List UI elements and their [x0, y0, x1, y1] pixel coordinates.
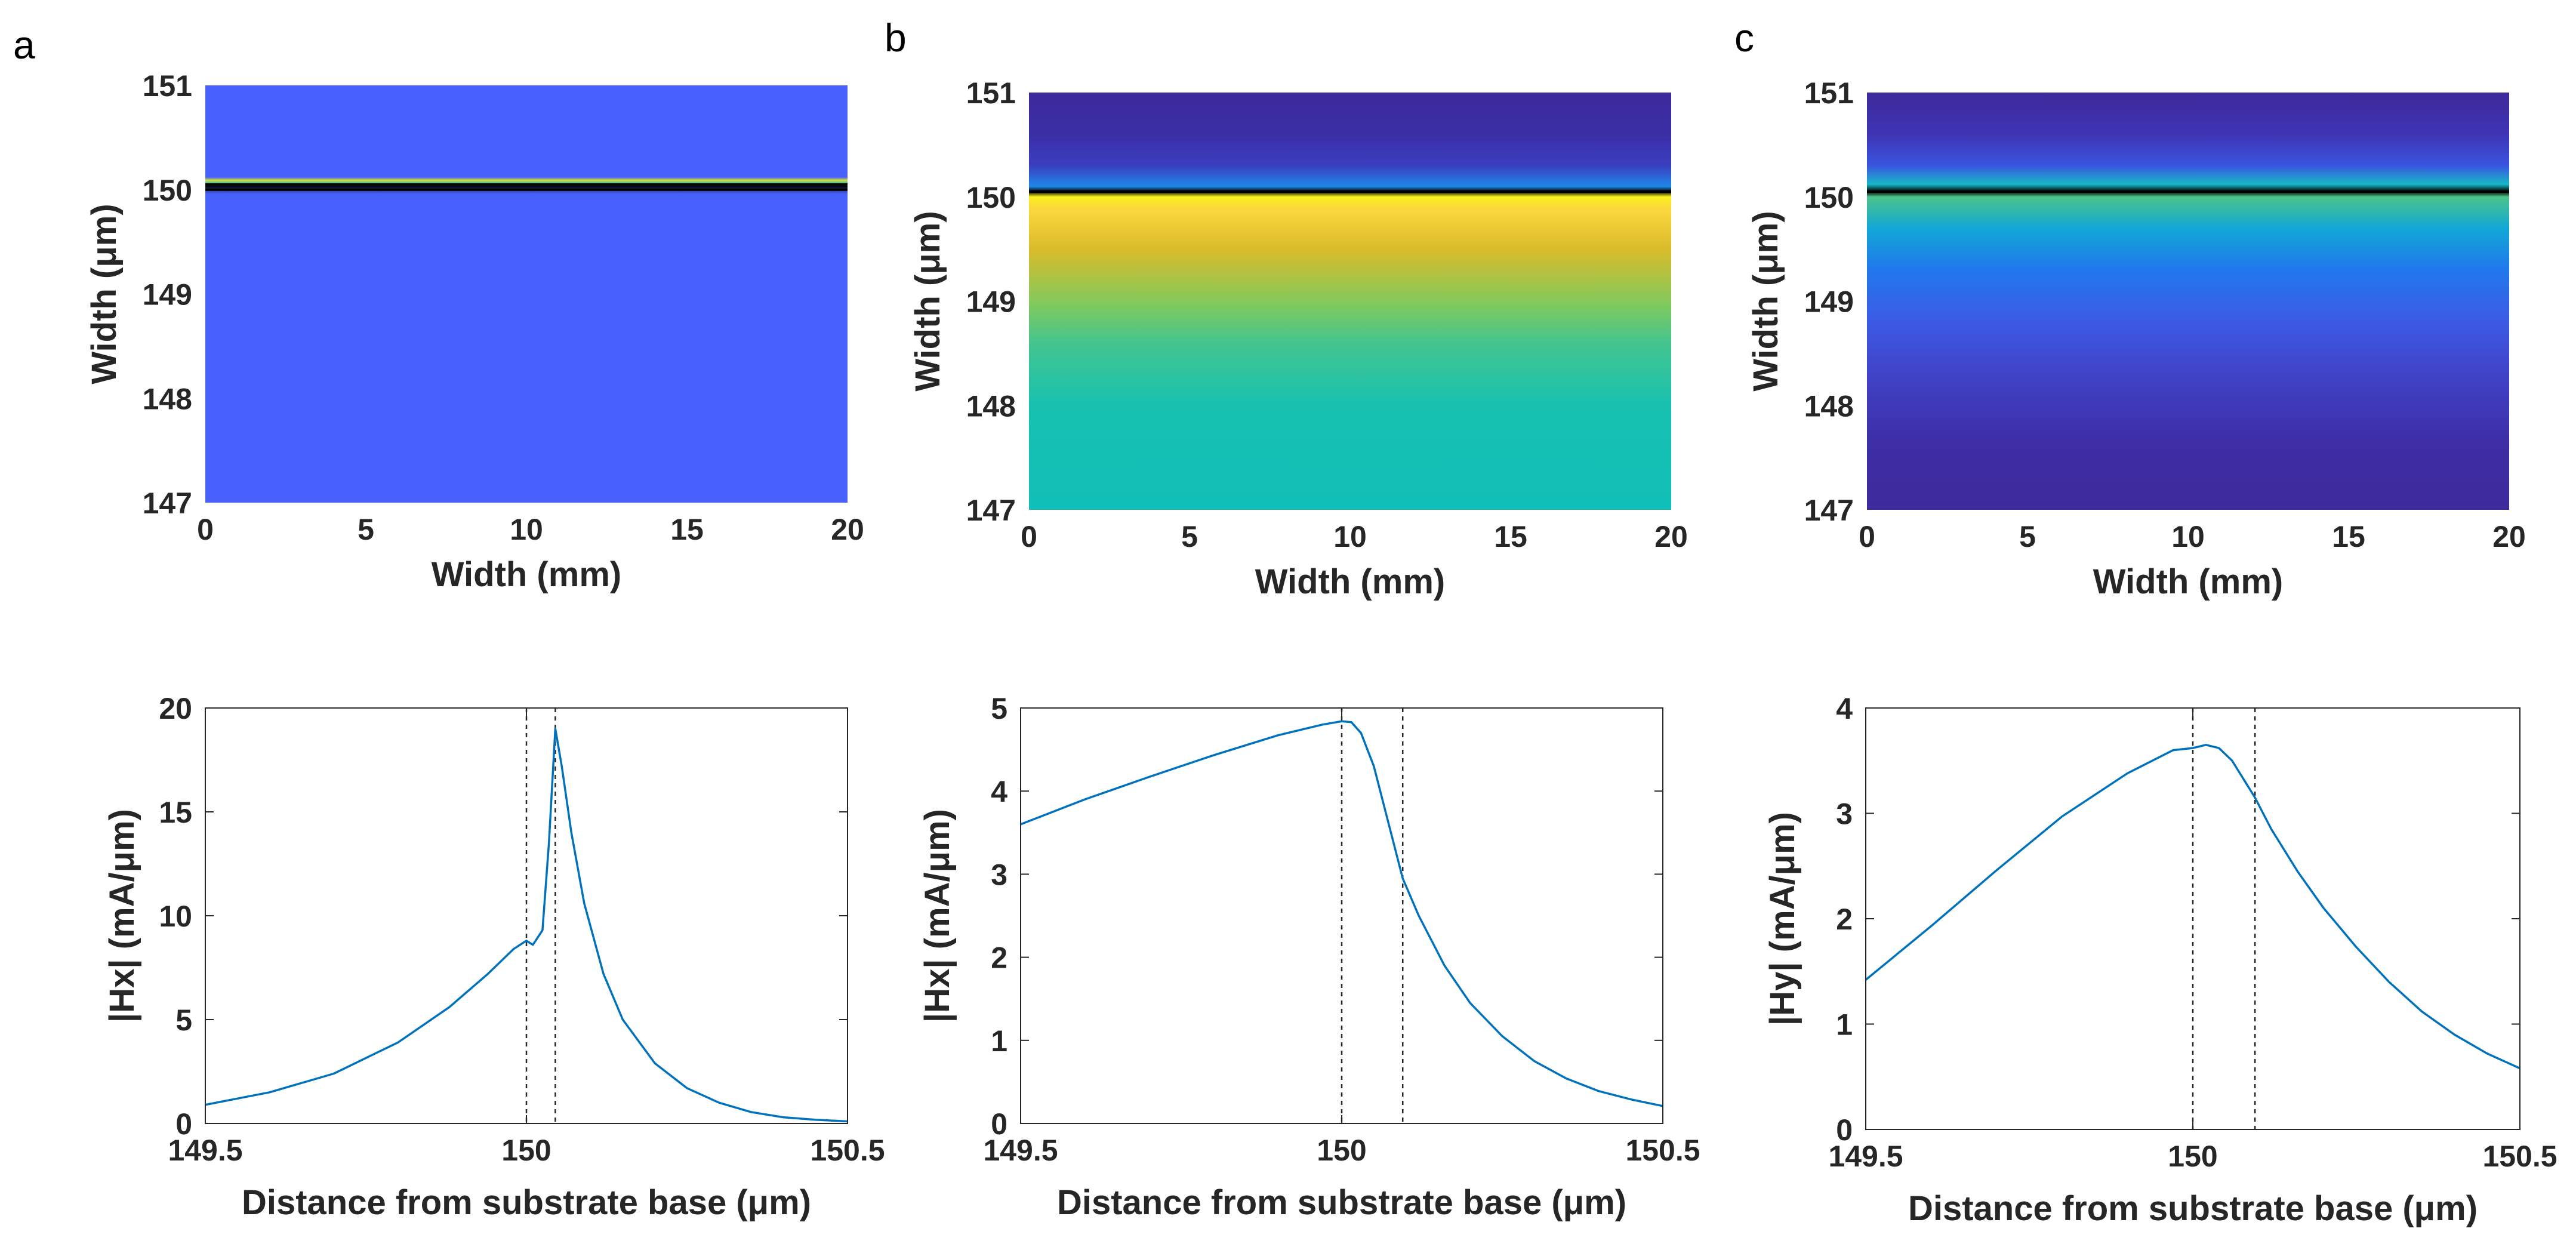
x-tick-label: 0: [1859, 520, 1875, 553]
x-tick-label: 10: [2171, 520, 2205, 553]
x-tick-label: 20: [1654, 520, 1688, 553]
y-tick-label: 150: [143, 174, 192, 207]
y-tick-label: 0: [991, 1107, 1007, 1141]
y-tick-label: 2: [1836, 903, 1853, 936]
y-tick-label: 147: [966, 494, 1016, 527]
y-tick-label: 10: [159, 900, 192, 933]
x-tick-label: 15: [2332, 520, 2365, 553]
panel-label-a: a: [13, 23, 35, 67]
x-tick-label: 5: [358, 513, 374, 546]
y-tick-label: 147: [1804, 494, 1854, 527]
heatmap-panel-a: 0 5 10 15 20 147 148 149 150 151 Width (mm) Width…: [85, 69, 864, 594]
x-tick-label: 150.5: [2482, 1140, 2557, 1173]
y-tick-label: 2: [991, 941, 1007, 975]
series-line-hx: [1020, 720, 1663, 1107]
y-axis-label: Width (μm): [85, 204, 124, 384]
x-axis-label: Distance from substrate base (μm): [242, 1183, 811, 1222]
y-tick-label: 149: [1804, 285, 1854, 319]
y-tick-label: 5: [175, 1003, 192, 1037]
y-tick-label: 0: [175, 1107, 192, 1141]
y-tick-label: 4: [991, 775, 1007, 808]
y-tick-label: 151: [1804, 76, 1854, 110]
x-tick-label: 150: [2168, 1140, 2217, 1173]
y-tick-label: 0: [1836, 1113, 1853, 1147]
line-plot-panel-c: 149.5 150 150.5 0 1 2 3 4 Distance from substra…: [1763, 692, 2557, 1228]
x-axis-label: Width (mm): [1255, 562, 1445, 601]
y-axis-label: Width (μm): [908, 211, 947, 391]
heatmap-field: [1867, 93, 2509, 510]
y-tick-label: 150: [1804, 181, 1854, 214]
x-tick-label: 15: [670, 513, 704, 546]
y-tick-label: 1: [991, 1024, 1007, 1058]
x-tick-label: 20: [831, 513, 864, 546]
panel-label-c: c: [1734, 16, 1754, 60]
line-plot-panel-b: 149.5 150 150.5 0 1 2 3 4 5 Distance from substr…: [918, 692, 1700, 1222]
y-axis-label: |Hx| (mA/μm): [103, 809, 141, 1023]
y-tick-label: 147: [143, 487, 192, 520]
x-tick-label: 10: [510, 513, 543, 546]
y-axis-label: |Hy| (mA/μm): [1763, 812, 1802, 1026]
x-tick-label: 149.5: [1828, 1140, 1903, 1173]
x-tick-label: 149.5: [983, 1134, 1058, 1167]
y-tick-label: 148: [143, 382, 192, 415]
y-tick-label: 150: [966, 181, 1016, 214]
heatmap-panel-b: 0 5 10 15 20 147 148 149 150 151 Width (mm) Width…: [908, 76, 1688, 601]
x-tick-label: 150: [1317, 1134, 1366, 1167]
x-tick-label: 15: [1494, 520, 1527, 553]
x-tick-label: 20: [2492, 520, 2526, 553]
y-tick-label: 148: [966, 389, 1016, 423]
series-line-hx: [205, 728, 848, 1123]
y-tick-label: 149: [143, 278, 192, 312]
x-tick-label: 0: [197, 513, 214, 546]
line-plot-panel-a: 149.5 150 150.5 0 5 10 15 20 Distance from subs…: [103, 692, 885, 1222]
x-axis-label: Width (mm): [2093, 562, 2283, 601]
x-tick-label: 150: [501, 1134, 551, 1167]
y-tick-label: 15: [159, 796, 192, 829]
x-axis-label: Width (mm): [432, 555, 621, 594]
x-tick-label: 150.5: [810, 1134, 885, 1167]
x-tick-label: 5: [2019, 520, 2036, 553]
heatmap-field: [205, 85, 848, 503]
x-tick-label: 150.5: [1625, 1134, 1700, 1167]
y-tick-label: 149: [966, 285, 1016, 319]
y-axis-label: Width (μm): [1746, 211, 1785, 391]
panel-label-b: b: [885, 16, 907, 60]
x-tick-label: 5: [1181, 520, 1198, 553]
y-tick-label: 1: [1836, 1008, 1853, 1042]
heatmap-panel-c: 0 5 10 15 20 147 148 149 150 151 Width (mm) Width…: [1746, 76, 2526, 601]
y-tick-label: 148: [1804, 389, 1854, 423]
y-tick-label: 3: [1836, 798, 1853, 831]
x-tick-label: 149.5: [168, 1134, 242, 1167]
x-tick-label: 10: [1333, 520, 1367, 553]
y-tick-label: 3: [991, 858, 1007, 891]
y-tick-label: 151: [143, 69, 192, 103]
y-tick-label: 5: [991, 692, 1007, 725]
y-tick-label: 151: [966, 76, 1016, 110]
y-axis-label: |Hx| (mA/μm): [918, 809, 957, 1023]
x-axis-label: Distance from substrate base (μm): [1057, 1183, 1626, 1222]
y-tick-label: 4: [1836, 692, 1853, 725]
heatmap-field: [1029, 93, 1671, 510]
series-line-hy: [1865, 744, 2520, 1070]
x-axis-label: Distance from substrate base (μm): [1908, 1189, 2478, 1228]
x-tick-label: 0: [1021, 520, 1037, 553]
y-tick-label: 20: [159, 692, 192, 725]
